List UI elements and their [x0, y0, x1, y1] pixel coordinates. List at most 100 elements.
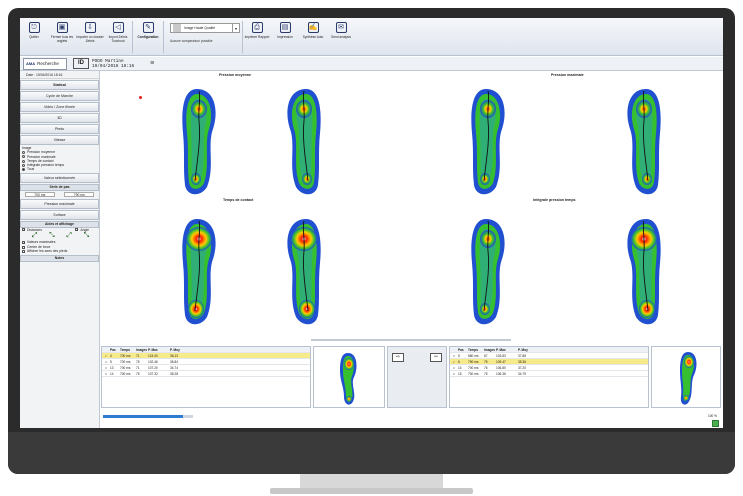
app-window: ⎋ Quitter ▣ Fermer tous les onglets ⇩ Impor…: [20, 18, 723, 428]
cell-pas: 14: [110, 372, 114, 376]
splitter-handle[interactable]: [311, 339, 511, 341]
angle-checkbox[interactable]: ✓ Angle: [75, 227, 89, 233]
row-checkbox[interactable]: ✓: [452, 360, 456, 364]
col-temps[interactable]: Temps: [468, 348, 479, 352]
chevron-down-icon[interactable]: ▾: [232, 23, 239, 33]
row-checkbox[interactable]: ✓: [104, 354, 108, 358]
axis-tool-icon[interactable]: ⤡: [83, 232, 90, 240]
sidebar-button-statical[interactable]: Statical: [20, 80, 99, 90]
quality-select[interactable]: Image Haute Qualité ▾: [170, 23, 240, 33]
search-box[interactable]: AMA Recherche: [23, 57, 67, 70]
col-pmoy[interactable]: P. Moy: [170, 348, 180, 352]
step-series-title: Série de pas: [20, 183, 99, 191]
radio-icon[interactable]: [22, 163, 25, 167]
cell-images: 75: [484, 360, 488, 364]
sidebar-button-video[interactable]: Vidéo / Zone filmée: [20, 102, 99, 112]
table-row[interactable]: □ 5 680 ms 67 103.83 37.88: [450, 353, 648, 359]
import-touchout-button[interactable]: ◁ Import Zebris Touchout: [108, 22, 128, 43]
scroll-corner[interactable]: [712, 420, 719, 427]
radio-icon[interactable]: [22, 150, 25, 154]
ribbon-separator: [163, 21, 164, 53]
checkbox-icon[interactable]: [22, 250, 25, 253]
table-header: Pas Temps Images P. Max P. Moy: [450, 347, 648, 353]
step-value-left[interactable]: 700 ms: [24, 191, 55, 197]
checkbox-icon[interactable]: ✓: [22, 228, 26, 233]
cell-pmoy: 36.84: [170, 360, 178, 364]
surface-button[interactable]: Surface: [20, 209, 99, 220]
axis-tool-icon[interactable]: ⤡: [49, 232, 55, 240]
row-checkbox[interactable]: □: [453, 372, 455, 376]
auto-synthesis-button[interactable]: ✍ Synthèse Auto: [302, 22, 324, 39]
print-report-button[interactable]: ⎙ Imprimer Rapport: [244, 22, 270, 39]
cell-temps: 700 ms: [120, 366, 131, 370]
image-option-1[interactable]: Pression maximale: [22, 155, 99, 159]
title-mean-pressure: Pression moyenne: [219, 73, 251, 77]
col-pmax[interactable]: P. Max: [496, 348, 506, 352]
image-option-0[interactable]: Pression moyenne: [22, 150, 99, 154]
checkbox-icon[interactable]: [22, 245, 25, 249]
col-pas[interactable]: Pas: [458, 348, 464, 352]
step-panel: Pas Temps Images P. Max P. Moy ✓ 4 700 ms 7…: [101, 346, 723, 428]
close-all-tabs-button[interactable]: ▣ Fermer tous les onglets: [50, 22, 74, 43]
col-pas[interactable]: Pas: [110, 348, 116, 352]
radio-icon[interactable]: [22, 155, 25, 159]
distances-checkbox[interactable]: ✓ Distances: [22, 227, 42, 233]
sidebar-button-feet[interactable]: Pieds: [20, 124, 99, 134]
row-checkbox[interactable]: □: [105, 360, 107, 364]
row-checkbox[interactable]: □: [453, 366, 455, 370]
center-of-force-checkbox[interactable]: Centre de force: [22, 245, 99, 249]
radio-icon[interactable]: [22, 159, 25, 163]
step-value-right[interactable]: 790 ms: [64, 191, 95, 197]
table-row[interactable]: □ 14 700 ms 75 107.32 35.28: [102, 371, 310, 377]
menu-icon[interactable]: ≡: [150, 60, 155, 67]
close-all-icon: ▣: [56, 22, 68, 33]
cell-pas: 5: [110, 360, 112, 364]
impression-button[interactable]: ▤ Impression: [277, 22, 293, 39]
image-option-4[interactable]: Tous: [22, 167, 99, 171]
axis-tool-icon[interactable]: ⤢: [31, 232, 38, 240]
import-folder-button[interactable]: ⇩ Importer un dossier Zebris: [76, 22, 104, 43]
send-analysis-button[interactable]: ✉ Send analysis: [331, 22, 351, 39]
table-row[interactable]: □ 15 700 ms 75 106.36 34.79: [450, 371, 648, 377]
configuration-button[interactable]: ✎ Configuration: [137, 22, 159, 39]
table-row[interactable]: □ 5 700 ms 75 102.46 36.84: [102, 359, 310, 365]
sound-icon: ◁: [112, 22, 124, 33]
col-images[interactable]: Images: [136, 348, 147, 352]
left-step-thumbnail[interactable]: [313, 346, 385, 408]
left-foot-thumb: [340, 353, 357, 405]
sidebar-button-3d[interactable]: 3D: [20, 113, 99, 123]
mail-icon: ✉: [335, 22, 347, 33]
title-contact-time: Temps de contact: [223, 198, 254, 202]
row-checkbox[interactable]: □: [453, 354, 455, 358]
table-row[interactable]: □ 14 700 ms 76 106.80 37.20: [450, 365, 648, 371]
right-step-thumbnail[interactable]: [651, 346, 721, 408]
checkbox-icon[interactable]: ✓: [75, 228, 79, 233]
selected-value-button[interactable]: Valeur sélectionnée: [20, 172, 99, 183]
table-row[interactable]: ✓ 6 790 ms 75 109.47 35.36: [450, 359, 648, 365]
notes-header[interactable]: Notes: [20, 254, 99, 262]
row-checkbox[interactable]: □: [105, 372, 107, 376]
quit-button[interactable]: ⎋ Quitter: [28, 22, 40, 39]
table-row[interactable]: □ 13 700 ms 71 107.20 34.74: [102, 365, 310, 371]
col-images[interactable]: Images: [484, 348, 495, 352]
footprint-max-left: [471, 89, 505, 195]
max-values-checkbox[interactable]: ✓ Valeurs maximales: [22, 240, 56, 246]
image-option-2[interactable]: Temps de contact: [22, 159, 99, 163]
pressure-max-button[interactable]: Pression maximale: [20, 198, 99, 209]
table-row[interactable]: ✓ 4 700 ms 71 124.00 36.13: [102, 353, 310, 359]
foot-axes-checkbox[interactable]: Afficher les axes des pieds: [22, 249, 99, 253]
col-temps[interactable]: Temps: [120, 348, 131, 352]
previous-step-button[interactable]: ⇨: [392, 353, 404, 362]
sidebar-button-gait-cycle[interactable]: Cycle de Marche: [20, 91, 99, 101]
image-option-3[interactable]: Intégrale pression temps: [22, 163, 99, 167]
col-pmoy[interactable]: P. Moy: [518, 348, 528, 352]
row-checkbox[interactable]: □: [105, 366, 107, 370]
next-step-button[interactable]: ⇦: [430, 353, 442, 362]
checkbox-icon[interactable]: ✓: [22, 241, 26, 246]
import-icon: ⇩: [84, 22, 96, 33]
col-pmax[interactable]: P. Max: [148, 348, 158, 352]
footprint-max-right: [627, 89, 661, 195]
radio-icon[interactable]: [22, 168, 25, 172]
sidebar-button-speed[interactable]: Vitesse: [20, 135, 99, 145]
axis-tool-icon[interactable]: ⤢: [66, 232, 72, 240]
